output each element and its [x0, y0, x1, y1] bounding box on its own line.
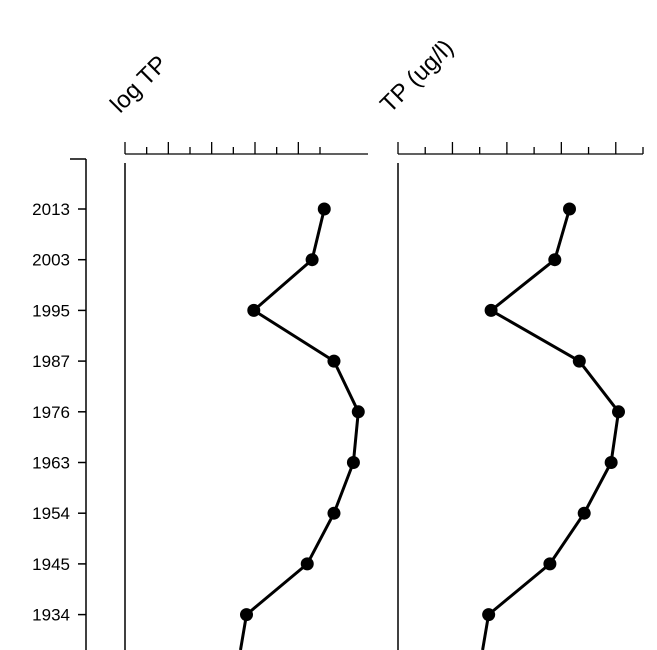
panel-title-log-tp: log TP: [105, 50, 173, 118]
data-point: [247, 303, 261, 317]
y-tick-label: 1954: [32, 504, 70, 523]
panel-tp-ugl: TP (ug/l): [375, 34, 644, 650]
series-line-tp-ugl: [481, 208, 620, 650]
data-point: [351, 405, 365, 419]
y-tick-label: 1963: [32, 454, 70, 473]
data-point: [327, 354, 341, 368]
y-tick-label: 1987: [32, 352, 70, 371]
y-tick-label: 2013: [32, 200, 70, 219]
data-point: [346, 456, 360, 469]
x-axis-ticks-tp-ugl: [397, 142, 644, 154]
data-point: [300, 557, 314, 571]
y-tick-label: 1945: [32, 555, 70, 574]
y-tick-label: 2003: [32, 251, 70, 270]
panel-log-tp: log TP: [105, 50, 368, 650]
y-tick-label: 1976: [32, 403, 70, 422]
series-line-log-tp: [239, 208, 360, 650]
y-tick-label: 1934: [32, 606, 70, 625]
data-point: [327, 506, 341, 520]
data-point: [572, 354, 586, 368]
data-point: [577, 506, 591, 520]
data-point: [305, 253, 319, 267]
data-point: [548, 253, 562, 267]
data-point: [612, 405, 625, 419]
data-point: [317, 202, 331, 216]
data-point: [240, 608, 253, 622]
series-points-log-tp: [240, 202, 365, 622]
y-tick-label: 1995: [32, 301, 70, 320]
x-axis-ticks-log-tp: [124, 142, 321, 154]
data-point: [604, 456, 618, 469]
data-point: [563, 202, 576, 216]
data-point: [543, 557, 557, 571]
series-points-tp-ugl: [482, 202, 625, 622]
panel-title-tp-ugl: TP (ug/l): [375, 34, 459, 118]
y-axis-ticks: 2013 2003 1995 1987 1976 1963 1954 1945 1934: [32, 158, 86, 625]
data-point: [484, 303, 498, 317]
data-point: [482, 608, 496, 622]
